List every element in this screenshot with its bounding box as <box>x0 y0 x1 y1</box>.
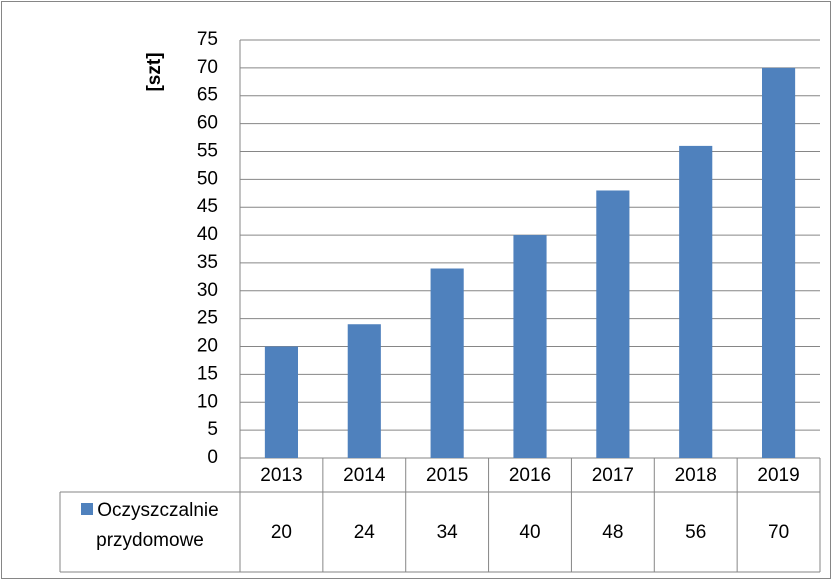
bar <box>513 235 547 458</box>
legend-swatch <box>81 503 94 515</box>
y-tick-label: 10 <box>197 391 218 412</box>
y-tick-label: 60 <box>197 113 218 134</box>
legend-entry: Oczyszczalnie przydomowe <box>60 496 240 556</box>
y-tick-label: 5 <box>207 419 218 440</box>
bar <box>264 346 298 458</box>
x-tick-label: 2016 <box>509 465 551 486</box>
bar <box>762 67 796 458</box>
y-tick-label: 75 <box>197 29 218 50</box>
table-value: 24 <box>354 522 376 543</box>
x-tick-label: 2018 <box>675 465 717 486</box>
bar <box>430 268 464 458</box>
legend-label: Oczyszczalnie przydomowe <box>96 500 219 551</box>
y-tick-label: 70 <box>197 57 218 78</box>
legend: Oczyszczalnie przydomowe <box>60 496 240 556</box>
y-axis-label: [szt] <box>144 52 165 91</box>
y-tick-label: 20 <box>197 336 218 357</box>
x-tick-label: 2017 <box>592 465 634 486</box>
bar <box>596 190 630 459</box>
y-tick-label: 50 <box>197 168 218 189</box>
bar <box>679 145 713 459</box>
y-tick-label: 40 <box>197 224 218 245</box>
y-tick-label: 30 <box>197 280 218 301</box>
y-tick-label: 25 <box>197 308 218 329</box>
y-tick-label: 45 <box>197 196 218 217</box>
y-tick-label: 0 <box>207 447 218 468</box>
bar <box>347 324 381 458</box>
y-tick-label: 15 <box>197 363 218 384</box>
table-value: 56 <box>685 522 706 543</box>
x-tick-label: 2015 <box>426 465 468 486</box>
y-tick-label: 65 <box>197 85 218 106</box>
x-tick-label: 2019 <box>757 465 799 486</box>
table-value: 20 <box>271 522 292 543</box>
y-tick-label: 55 <box>197 140 218 161</box>
table-value: 48 <box>602 522 623 543</box>
table-value: 70 <box>768 522 789 543</box>
table-value: 34 <box>437 522 459 543</box>
table-value: 40 <box>519 522 540 543</box>
x-tick-label: 2014 <box>343 465 386 486</box>
y-tick-label: 35 <box>197 252 218 273</box>
x-tick-label: 2013 <box>260 465 302 486</box>
